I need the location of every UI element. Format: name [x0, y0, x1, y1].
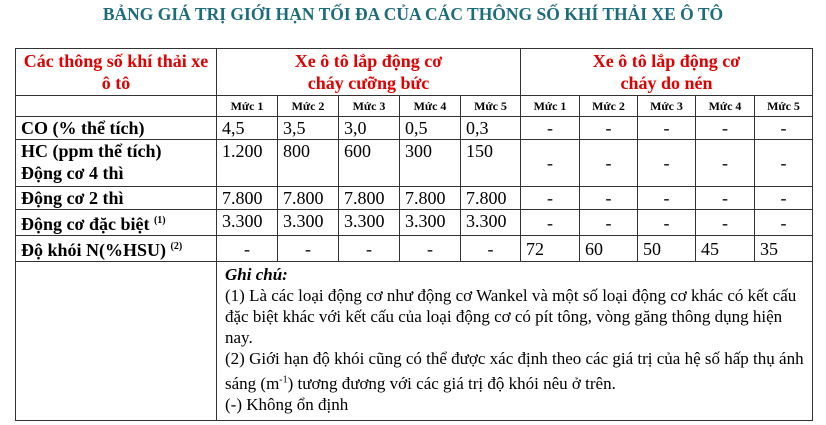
value-cell: 45 [695, 235, 756, 262]
empty-cell [15, 95, 217, 117]
value-cell: 600 [338, 139, 400, 187]
value-cell: 72 [520, 235, 581, 262]
spark-ignition-header: Xe ô tô lắp động cơ cháy cưỡng bức [215, 48, 522, 96]
notes: Ghi chú: (1) Là các loại động cơ như độn… [215, 261, 814, 421]
value-cell: 3.300 [277, 209, 339, 236]
value-cell: - [637, 139, 697, 187]
page-title: BẢNG GIÁ TRỊ GIỚI HẠN TỐI ĐA CỦA CÁC THÔ… [102, 4, 724, 24]
value-cell: - [695, 116, 756, 140]
note-3: (-) Không ổn định [225, 394, 349, 414]
value-cell: 35 [754, 235, 814, 262]
table-row: CO (% thể tích) 4,5 3,5 3,0 0,5 0,3- - - - - [15, 116, 814, 140]
value-cell: 4,5 [216, 116, 278, 140]
value-cell: - [520, 139, 581, 187]
level-header: Mức 2 [579, 95, 639, 117]
value-cell: 3.300 [216, 209, 278, 236]
value-cell: - [579, 139, 639, 187]
compression-ignition-header: Xe ô tô lắp động cơ cháy do nén [520, 48, 814, 96]
table-row: HC (ppm thể tích) Động cơ 4 thì 1.200 800 60… [15, 139, 814, 187]
value-cell: - [216, 235, 278, 262]
value-cell: 50 [637, 235, 697, 262]
level-header: Mức 5 [459, 95, 522, 117]
value-cell: - [579, 209, 639, 236]
value-cell: 3.300 [399, 209, 461, 236]
value-cell: - [277, 235, 339, 262]
value-cell: - [579, 186, 639, 210]
value-cell: - [637, 209, 697, 236]
level-header: Mức 1 [216, 95, 278, 117]
value-cell: 60 [579, 235, 639, 262]
level-header: Mức 3 [338, 95, 400, 117]
row-label: Độ khói N(%HSU) (2) [15, 235, 217, 262]
value-cell: - [520, 209, 581, 236]
level-header: Mức 2 [277, 95, 339, 117]
value-cell: - [338, 235, 400, 262]
value-cell: - [695, 139, 756, 187]
value-cell: 7.800 [338, 186, 400, 210]
table-row: Động cơ đặc biệt (1) 3.300 3.300 3.300 3.300… [15, 209, 814, 236]
level-header: Mức 5 [754, 95, 814, 117]
value-cell: - [637, 186, 697, 210]
value-cell: - [754, 116, 814, 140]
value-cell: 7.800 [399, 186, 461, 210]
row-label: Động cơ đặc biệt (1) [15, 209, 217, 236]
value-cell: - [459, 235, 522, 262]
value-cell: 3,5 [277, 116, 339, 140]
value-cell: 150 [459, 139, 522, 187]
value-cell: 0,3 [459, 116, 522, 140]
note-1: (1) Là các loại động cơ như động cơ Wank… [225, 286, 797, 347]
level-header: Mức 4 [399, 95, 461, 117]
notes-heading: Ghi chú: [225, 265, 288, 284]
row-label: CO (% thể tích) [15, 116, 217, 140]
value-cell: 3.300 [338, 209, 400, 236]
value-cell: 300 [399, 139, 461, 187]
value-cell: - [399, 235, 461, 262]
value-cell: 7.800 [216, 186, 278, 210]
value-cell: 7.800 [277, 186, 339, 210]
value-cell: - [754, 186, 814, 210]
level-header: Mức 1 [520, 95, 581, 117]
value-cell: 7.800 [459, 186, 522, 210]
emission-limits-table: Các thông số khí thải xe ô tô Xe ô tô lắ… [15, 48, 814, 421]
value-cell: - [695, 186, 756, 210]
value-cell: 0,5 [399, 116, 461, 140]
value-cell: 3,0 [338, 116, 400, 140]
level-header: Mức 4 [695, 95, 756, 117]
value-cell: - [579, 116, 639, 140]
row-label: HC (ppm thể tích) Động cơ 4 thì [15, 139, 217, 187]
value-cell: 1.200 [216, 139, 278, 187]
value-cell: - [754, 139, 814, 187]
value-cell: 800 [277, 139, 339, 187]
table-row: Động cơ 2 thì 7.800 7.800 7.800 7.800 7.800- -… [15, 186, 814, 210]
empty-cell [15, 261, 217, 421]
level-header: Mức 3 [637, 95, 697, 117]
table-row: Độ khói N(%HSU) (2) - - - - -72 60 50 45 35 [15, 235, 814, 262]
value-cell: - [637, 116, 697, 140]
value-cell: - [754, 209, 814, 236]
param-header: Các thông số khí thải xe ô tô [15, 48, 217, 96]
value-cell: 3.300 [459, 209, 522, 236]
value-cell: - [520, 186, 581, 210]
value-cell: - [695, 209, 756, 236]
note-2: (2) Giới hạn độ khói cũng có thể được xá… [225, 349, 804, 393]
row-label: Động cơ 2 thì [15, 186, 217, 210]
value-cell: - [520, 116, 581, 140]
